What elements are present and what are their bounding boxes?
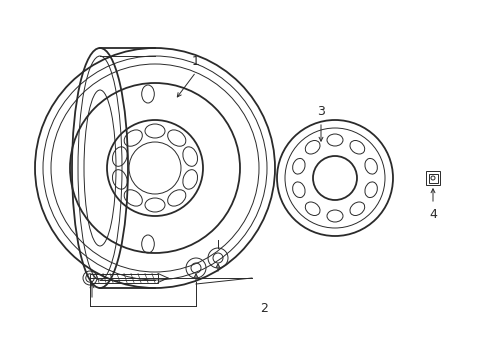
Text: 2: 2	[260, 302, 267, 315]
Text: 4: 4	[428, 208, 436, 221]
Text: 3: 3	[316, 105, 324, 118]
Bar	[425, 171, 439, 185]
Text: 1: 1	[192, 55, 200, 68]
Bar	[427, 174, 437, 183]
Bar	[90, 274, 158, 283]
